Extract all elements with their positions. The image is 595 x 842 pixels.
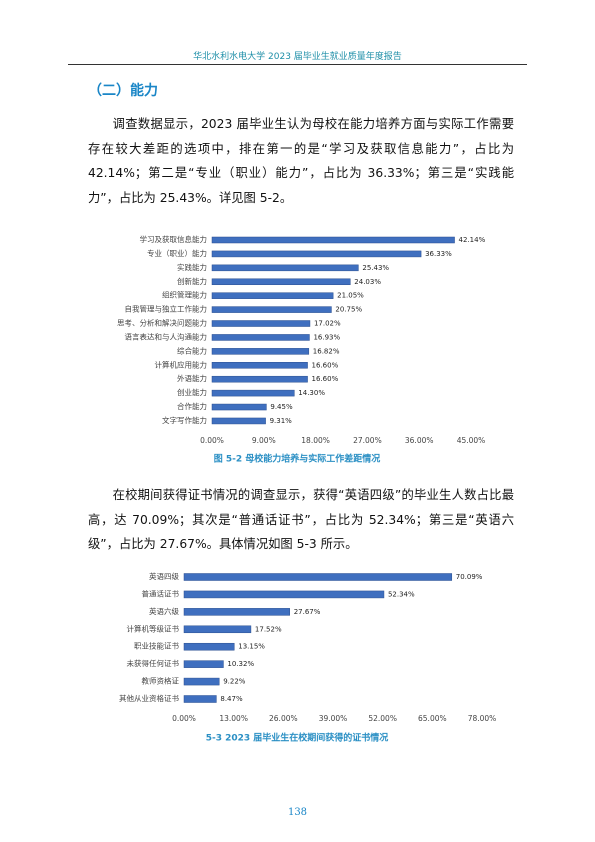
value-label: 36.33% [425,250,452,258]
bar [211,236,455,244]
value-label: 17.02% [314,320,341,328]
bar [211,348,310,355]
value-label: 9.31% [270,417,293,425]
value-label: 8.47% [220,695,243,703]
x-tick-label: 26.00% [269,714,298,723]
x-tick-label: 0.00% [200,436,224,445]
value-label: 25.43% [362,264,389,272]
category-label: 组织管理能力 [162,290,207,300]
paragraph: 调查数据显示，2023 届毕业生认为母校在能力培养方面与实际工作需要存在较大差距… [88,117,514,205]
category-label: 计算机等级证书 [127,623,180,633]
bar [211,334,310,341]
bar [211,320,311,327]
bar [211,278,351,286]
x-tick-label: 13.00% [219,714,248,723]
category-label: 普通话证书 [142,588,180,598]
value-label: 9.22% [223,678,246,686]
bar [183,608,290,616]
bar [211,375,308,383]
category-label: 英语六级 [149,606,179,616]
paragraph: 在校期间获得证书情况的调查显示，获得“英语四级”的毕业生人数占比最高，达 70.… [88,488,514,551]
bar [183,660,224,668]
value-label: 24.03% [354,278,381,286]
category-label: 创新能力 [177,276,207,286]
category-label: 教师资格证 [142,676,180,686]
category-label: 外语能力 [177,373,207,383]
category-label: 实践能力 [177,262,207,272]
value-label: 42.14% [459,236,486,244]
category-label: 其他从业资格证书 [119,693,179,703]
category-label: 学习及获取信息能力 [140,234,208,244]
bar [211,417,266,425]
section-heading: （二）能力 [88,83,158,99]
category-label: 文字写作能力 [162,415,207,425]
x-tick-label: 52.00% [368,714,397,723]
value-label: 16.82% [313,347,340,355]
category-label: 合作能力 [177,401,207,411]
value-label: 20.75% [335,306,362,314]
bar [183,590,385,599]
value-label: 16.60% [312,361,339,369]
x-tick-label: 18.00% [301,436,330,445]
value-label: 14.30% [298,389,325,397]
bar [183,642,235,651]
bar [211,250,422,258]
category-label: 英语四级 [149,571,179,581]
value-label: 52.34% [388,590,415,598]
header: 华北水利水电大学 2023 届毕业生就业质量年度报告 [193,52,402,62]
bar [183,677,220,686]
value-label: 16.93% [313,333,340,341]
category-label: 自我管理与独立工作能力 [125,304,208,314]
bar [211,264,359,272]
bar [211,292,334,299]
figure-caption: 图 5-2 母校能力培养与实际工作差距情况 [214,453,381,465]
x-tick-label: 27.00% [353,436,382,445]
category-label: 综合能力 [177,345,207,355]
bar [211,306,332,313]
category-label: 思考、分析和解决问题能力 [117,318,207,328]
category-label: 未获得任何证书 [127,658,180,668]
x-tick-label: 9.00% [252,436,276,445]
header-rule [68,64,527,65]
category-label: 职业技能证书 [134,641,179,651]
value-label: 27.67% [294,608,321,616]
category-label: 计算机应用能力 [155,359,208,369]
bar [211,362,308,369]
category-label: 创业能力 [177,387,207,397]
x-tick-label: 78.00% [468,714,497,723]
page-number: 138 [287,807,308,818]
x-tick-label: 39.00% [319,714,348,723]
value-label: 16.60% [312,375,339,383]
bar [183,573,453,581]
value-label: 70.09% [456,573,483,581]
bar [183,695,217,703]
value-label: 21.05% [337,292,364,300]
value-label: 13.15% [238,643,265,651]
figure-caption: 5-3 2023 届毕业生在校期间获得的证书情况 [206,732,389,744]
bar [183,625,252,634]
x-tick-label: 45.00% [457,436,486,445]
value-label: 9.45% [270,403,293,411]
value-label: 10.32% [227,660,254,668]
bar [211,403,267,411]
category-label: 专业（职业）能力 [147,248,207,258]
value-label: 17.52% [255,625,282,633]
x-tick-label: 36.00% [405,436,434,445]
category-label: 语言表达和与人沟通能力 [125,331,208,341]
bar [211,389,295,397]
x-tick-label: 0.00% [172,714,196,723]
x-tick-label: 65.00% [418,714,447,723]
